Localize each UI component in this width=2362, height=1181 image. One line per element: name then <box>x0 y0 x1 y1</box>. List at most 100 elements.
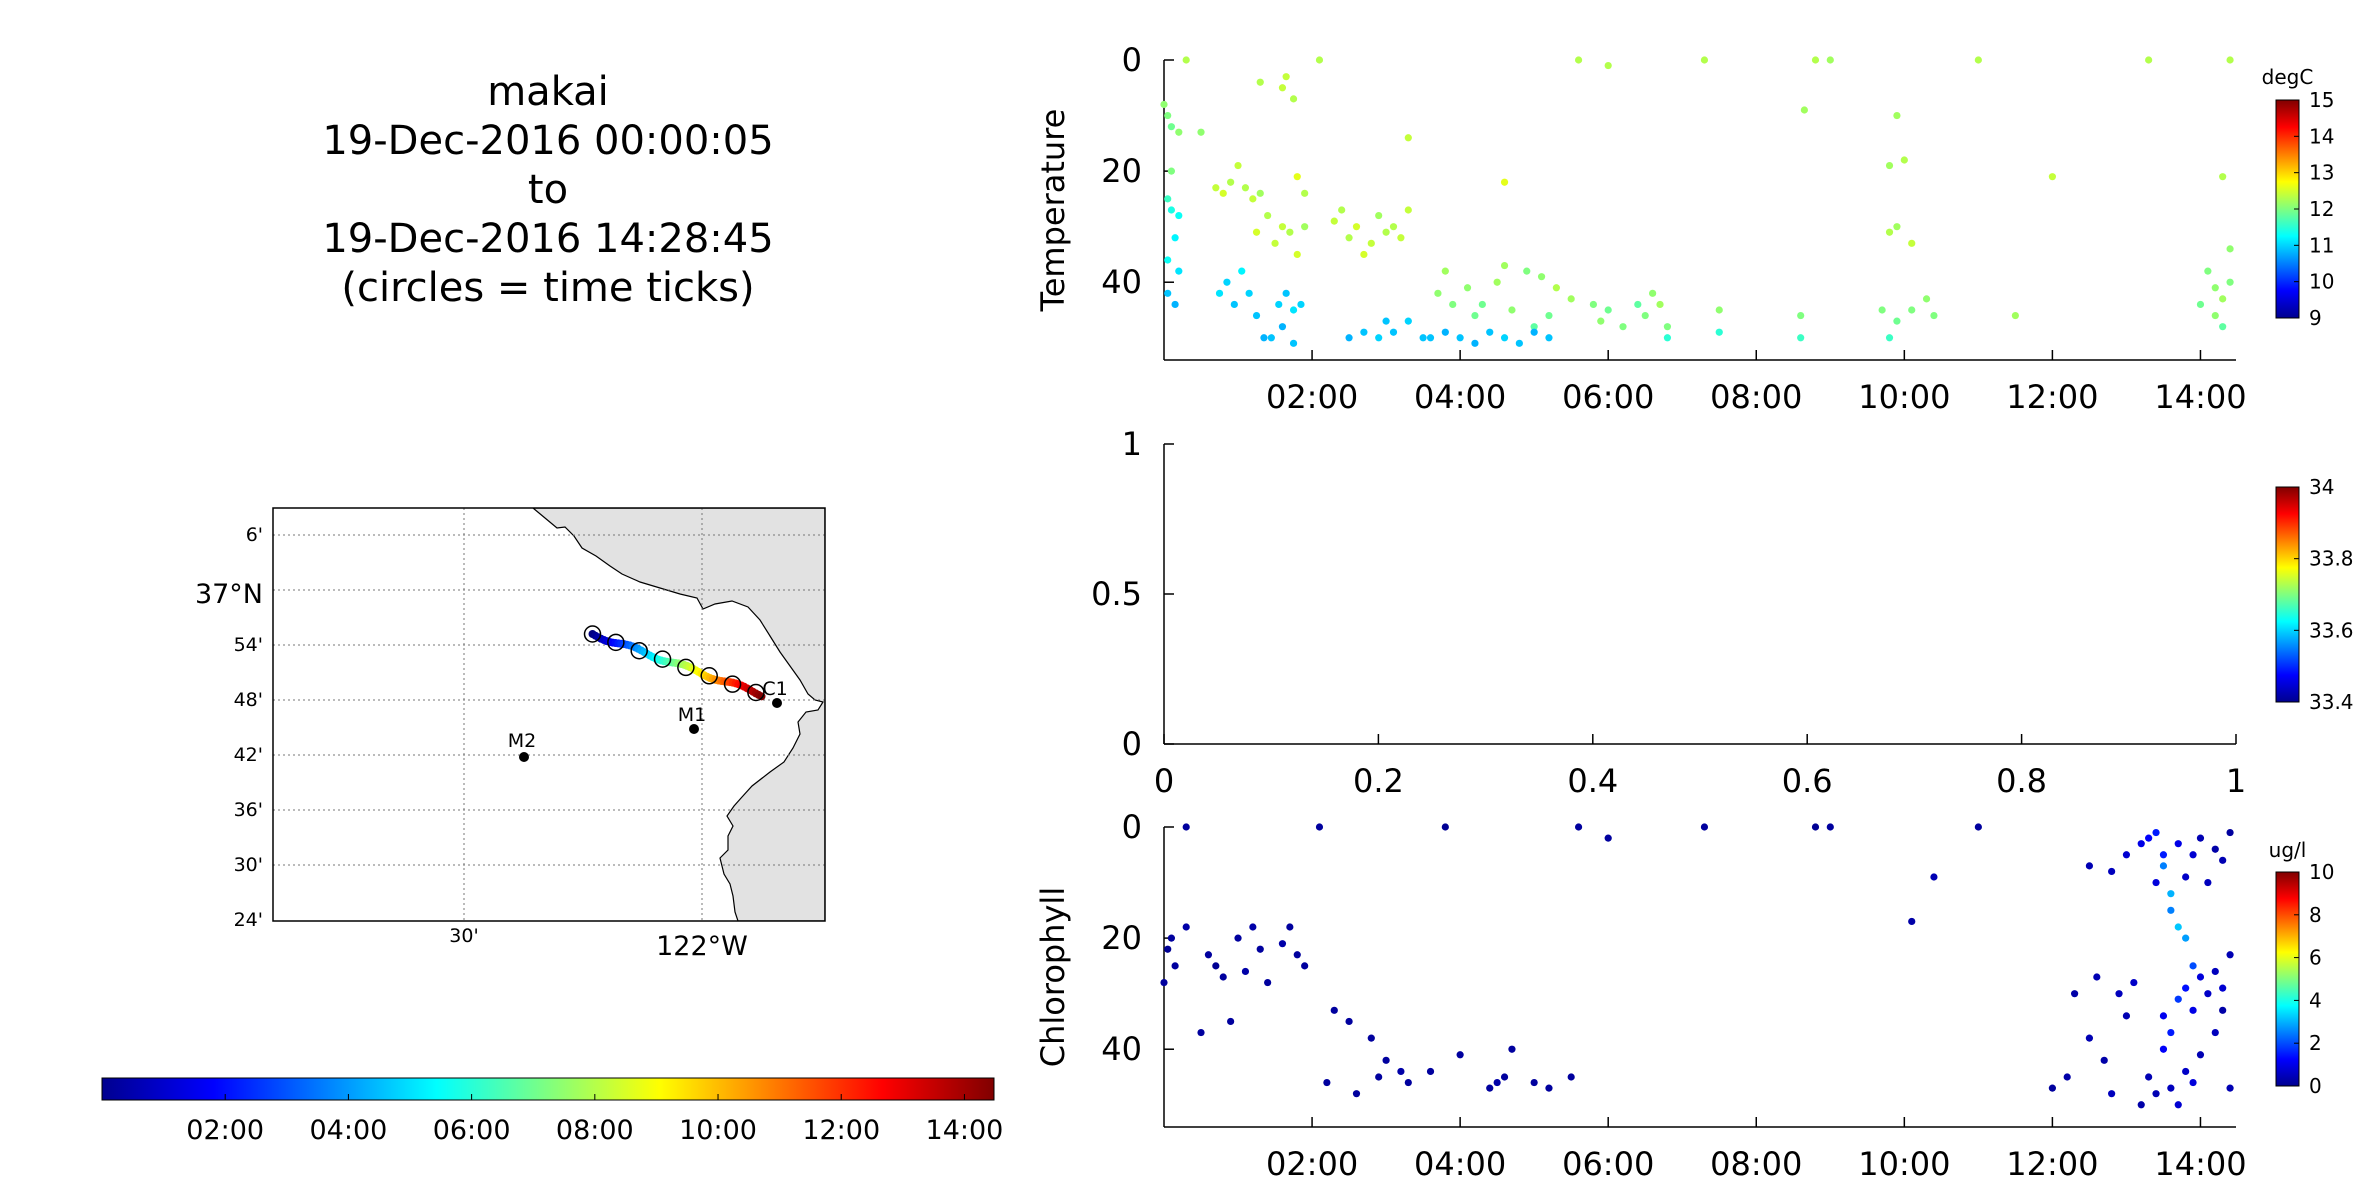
data-point <box>1604 834 1612 842</box>
data-point <box>1500 261 1509 270</box>
data-point <box>1338 206 1346 214</box>
data-point <box>2182 984 2190 992</box>
y-tick-label: 20 <box>1101 152 1142 190</box>
data-point <box>1367 239 1375 247</box>
data-point <box>1441 267 1449 275</box>
x-tick-label: 02:00 <box>1266 1145 1358 1181</box>
temperature-panel: 02:00 04:00 06:00 08:00 10:00 12:00 14:00 0 20 40… <box>1034 41 2334 416</box>
data-point <box>1241 967 1250 976</box>
station-label-m1: M1 <box>678 704 706 726</box>
data-point <box>1389 328 1398 336</box>
data-point <box>1286 228 1294 236</box>
data-point <box>1215 289 1224 297</box>
y-tick-label: 1 <box>1122 425 1142 463</box>
x-tick-label: 06:00 <box>1562 1145 1654 1181</box>
data-point <box>1826 56 1834 64</box>
map-content <box>273 508 825 921</box>
y-tick-label: 0.5 <box>1091 575 1142 613</box>
data-point <box>1197 1028 1205 1037</box>
x-tick-label: 08:00 <box>1710 378 1802 416</box>
data-point <box>1456 334 1464 342</box>
colorbar <box>2275 486 2300 703</box>
data-point <box>2130 978 2138 987</box>
time-tick-circle <box>723 675 742 693</box>
map-frame <box>272 507 826 922</box>
time-colorbar-tick-label: 12:00 <box>802 1115 880 1146</box>
data-point <box>1426 334 1435 342</box>
station-label-c1: C1 <box>762 678 787 700</box>
data-point <box>1241 184 1250 192</box>
y-tick-label: 40 <box>1101 1030 1142 1068</box>
map-lat-label: 42' <box>234 744 263 766</box>
data-point <box>1552 284 1560 292</box>
data-point <box>1604 306 1612 314</box>
data-point <box>1922 295 1931 303</box>
data-point <box>1545 1084 1553 1092</box>
data-point <box>1256 189 1264 197</box>
data-point <box>1974 823 1982 831</box>
data-point <box>1589 300 1597 309</box>
data-point <box>1382 317 1390 325</box>
data-point <box>1164 945 1172 953</box>
title-line-5: (circles = time ticks) <box>341 265 754 311</box>
colorbar-label: ug/l <box>2269 838 2307 862</box>
data-point <box>1264 978 1272 987</box>
data-point <box>2182 934 2190 942</box>
data-point <box>1345 234 1353 242</box>
data-point <box>2085 1034 2094 1042</box>
data-point <box>1404 1078 1412 1087</box>
data-point <box>2137 840 2145 848</box>
data-point <box>1382 1056 1390 1064</box>
time-tick-circle <box>583 625 602 643</box>
data-point <box>1267 334 1275 342</box>
data-point <box>2174 923 2182 931</box>
data-point <box>1252 228 1261 236</box>
data-point <box>1434 289 1442 297</box>
data-point <box>1293 173 1301 181</box>
data-point <box>2145 834 2153 842</box>
data-point <box>1500 178 1509 186</box>
data-point <box>2226 278 2234 286</box>
x-tick-label: 1 <box>2226 762 2246 800</box>
data-point <box>2152 828 2160 837</box>
data-point <box>1164 256 1172 264</box>
data-point <box>2108 867 2116 876</box>
data-point <box>1700 56 1709 64</box>
data-point <box>2159 851 2168 859</box>
data-point <box>1297 300 1305 309</box>
data-point <box>1908 306 1916 314</box>
data-point <box>2174 1101 2182 1109</box>
y-axis-label: Temperature <box>1034 109 1072 313</box>
data-point <box>2071 990 2079 998</box>
data-point <box>1441 328 1449 336</box>
title-line-4: 19-Dec-2016 14:28:45 <box>322 216 773 262</box>
data-point <box>1908 917 1916 926</box>
data-point <box>1597 317 1605 325</box>
y-tick-label: 40 <box>1101 263 1142 301</box>
time-colorbar-tick-label: 02:00 <box>186 1115 264 1146</box>
data-point <box>2115 990 2123 998</box>
data-point <box>2189 962 2197 970</box>
data-point <box>1900 156 1908 164</box>
data-point <box>2196 834 2205 842</box>
data-point <box>1164 289 1172 297</box>
data-point <box>2174 995 2182 1003</box>
data-point <box>1715 306 1723 314</box>
data-point <box>2100 1056 2108 1064</box>
data-point <box>1885 334 1894 342</box>
data-point <box>1160 978 1168 987</box>
data-point <box>1330 1006 1338 1014</box>
x-tick-label: 04:00 <box>1414 378 1506 416</box>
data-point <box>2167 890 2175 898</box>
time-colorbar-tick-label: 08:00 <box>556 1115 634 1146</box>
data-point <box>1167 934 1176 942</box>
salinity-panel: 0 0.2 0.4 0.6 0.8 1 1 0.5 0 34 33.8 33.6 33.4 <box>1091 425 2353 800</box>
title-block: makai 19-Dec-2016 00:00:05 to 19-Dec-201… <box>322 69 773 311</box>
data-point <box>1500 334 1509 342</box>
data-point <box>1330 217 1338 225</box>
data-point <box>1389 223 1398 231</box>
data-point <box>2219 984 2227 992</box>
x-tick-label: 0.4 <box>1567 762 1618 800</box>
data-point <box>1278 323 1287 331</box>
